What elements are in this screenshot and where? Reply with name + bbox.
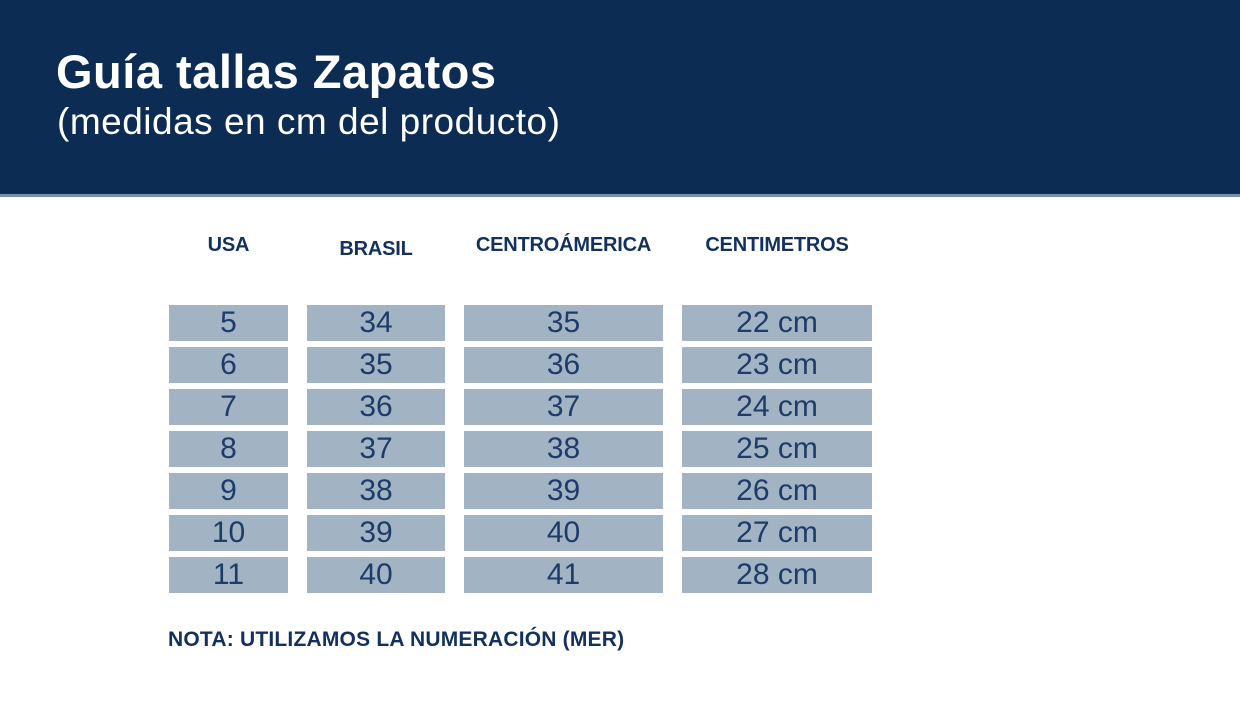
size-cell-usa: 8 bbox=[169, 431, 288, 467]
size-cell-usa: 6 bbox=[169, 347, 288, 383]
column-header-usa: USA bbox=[207, 233, 250, 256]
size-cell-centroamerica: 40 bbox=[464, 515, 663, 551]
size-cell-usa: 7 bbox=[169, 389, 288, 425]
size-cell-centimetros: 24 cm bbox=[682, 389, 872, 425]
column-header-brasil: BRASIL bbox=[339, 237, 413, 260]
size-cell-usa: 11 bbox=[169, 557, 288, 593]
size-cell-usa: 9 bbox=[169, 473, 288, 509]
size-cell-centimetros: 22 cm bbox=[682, 305, 872, 341]
size-cell-brasil: 36 bbox=[307, 389, 445, 425]
size-cell-brasil: 37 bbox=[307, 431, 445, 467]
page-subtitle: (medidas en cm del producto) bbox=[57, 101, 561, 142]
size-cell-centroamerica: 37 bbox=[464, 389, 663, 425]
size-cell-brasil: 34 bbox=[307, 305, 445, 341]
size-cell-centimetros: 27 cm bbox=[682, 515, 872, 551]
size-cell-centroamerica: 41 bbox=[464, 557, 663, 593]
size-cell-centroamerica: 39 bbox=[464, 473, 663, 509]
size-guide-table: USA BRASIL CENTROÁMERICA CENTIMETROS 5 3… bbox=[169, 232, 872, 593]
size-cell-centimetros: 28 cm bbox=[682, 557, 872, 593]
size-cell-brasil: 39 bbox=[307, 515, 445, 551]
table-header-row: USA BRASIL CENTROÁMERICA CENTIMETROS bbox=[169, 232, 872, 260]
table-body: 5 34 35 22 cm 6 35 36 23 cm 7 36 37 24 c… bbox=[169, 305, 872, 593]
size-cell-usa: 10 bbox=[169, 515, 288, 551]
size-cell-centroamerica: 38 bbox=[464, 431, 663, 467]
column-header-centroamerica: CENTROÁMERICA bbox=[475, 233, 652, 256]
size-cell-brasil: 38 bbox=[307, 473, 445, 509]
size-cell-brasil: 35 bbox=[307, 347, 445, 383]
column-header-centimetros: CENTIMETROS bbox=[705, 233, 849, 256]
size-cell-centimetros: 26 cm bbox=[682, 473, 872, 509]
footer-note: NOTA: UTILIZAMOS LA NUMERACIÓN (MER) bbox=[168, 628, 625, 651]
header-band: Guía tallas Zapatos (medidas en cm del p… bbox=[0, 0, 1240, 197]
size-cell-centroamerica: 35 bbox=[464, 305, 663, 341]
size-cell-brasil: 40 bbox=[307, 557, 445, 593]
size-cell-centimetros: 25 cm bbox=[682, 431, 872, 467]
size-cell-usa: 5 bbox=[169, 305, 288, 341]
size-cell-centimetros: 23 cm bbox=[682, 347, 872, 383]
page-title: Guía tallas Zapatos bbox=[56, 45, 497, 98]
size-cell-centroamerica: 36 bbox=[464, 347, 663, 383]
